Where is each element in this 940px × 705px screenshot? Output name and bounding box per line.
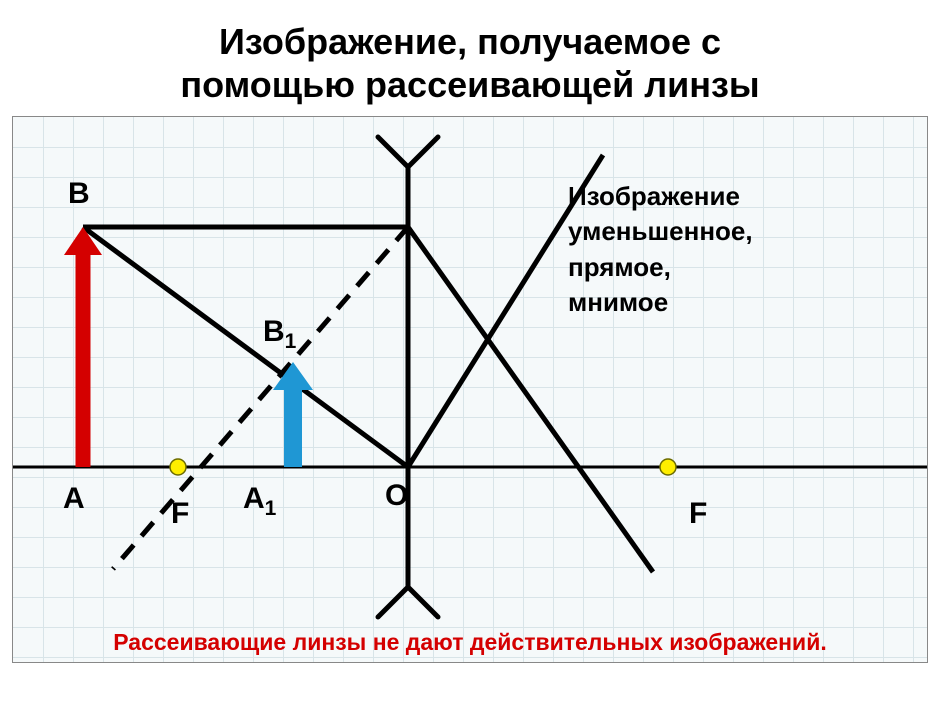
desc-line-3: прямое, <box>568 252 671 282</box>
diagram-area: Изображение уменьшенное, прямое, мнимое … <box>12 116 928 663</box>
title-line-1: Изображение, получаемое с <box>219 21 721 62</box>
label-B: B <box>68 177 90 211</box>
label-F_right: F <box>689 497 707 531</box>
label-A1: A1 <box>243 482 276 521</box>
label-F_left: F <box>171 497 189 531</box>
footer-note: Рассеивающие линзы не дают действительны… <box>13 629 927 656</box>
footer-text: Рассеивающие линзы не дают действительны… <box>113 629 826 655</box>
desc-line-2: уменьшенное, <box>568 216 753 246</box>
desc-line-1: Изображение <box>568 181 740 211</box>
label-O: O <box>385 479 408 513</box>
image-description: Изображение уменьшенное, прямое, мнимое <box>568 179 753 319</box>
desc-line-4: мнимое <box>568 287 668 317</box>
page-title: Изображение, получаемое с помощью рассеи… <box>0 0 940 116</box>
title-line-2: помощью рассеивающей линзы <box>180 64 759 105</box>
optics-diagram <box>13 117 927 662</box>
label-B1: B1 <box>263 315 296 354</box>
label-A: A <box>63 482 85 516</box>
